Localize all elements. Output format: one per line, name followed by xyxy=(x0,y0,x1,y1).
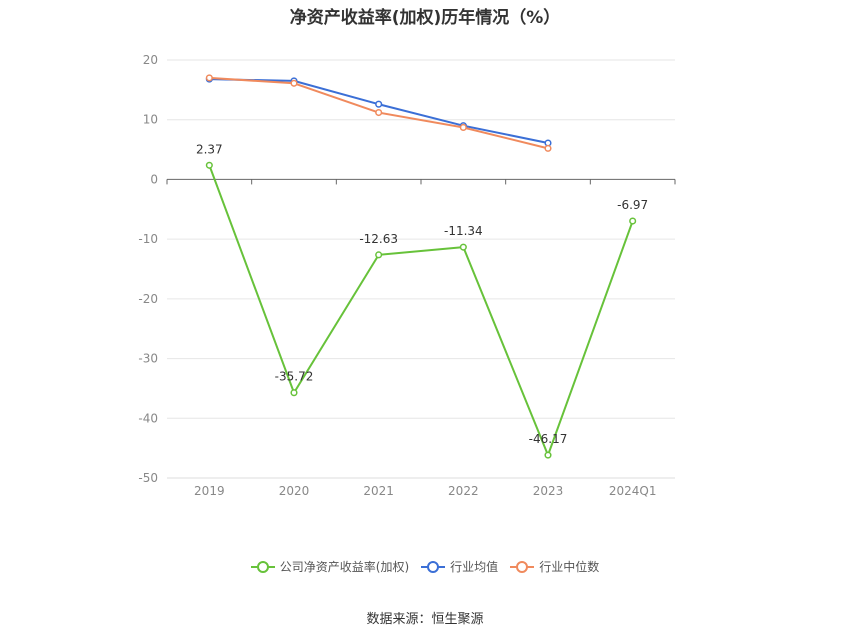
data-point xyxy=(459,123,467,132)
y-tick-label: 10 xyxy=(143,113,158,127)
y-tick-label: 0 xyxy=(150,172,158,186)
y-tick-label: -20 xyxy=(138,292,158,306)
series-line xyxy=(208,164,634,457)
y-tick-label: -40 xyxy=(138,411,158,425)
legend-marker-icon xyxy=(250,560,275,573)
x-tick-label: 2024Q1 xyxy=(609,484,657,498)
x-tick-label: 2019 xyxy=(194,484,225,498)
data-label: -12.63 xyxy=(359,232,398,246)
data-point xyxy=(290,389,298,397)
data-label: -11.34 xyxy=(444,224,483,238)
y-tick-label: -30 xyxy=(138,352,158,366)
x-tick-label: 2022 xyxy=(448,484,479,498)
legend-label: 行业中位数 xyxy=(539,560,600,574)
legend-label: 公司净资产收益率(加权) xyxy=(279,560,410,574)
data-label: -6.97 xyxy=(617,198,648,212)
legend-item[interactable]: 行业中位数 xyxy=(510,558,599,575)
x-tick-label: 2020 xyxy=(279,484,310,498)
y-tick-label: 20 xyxy=(143,53,158,67)
y-tick-label: -50 xyxy=(138,471,158,485)
y-tick-label: -10 xyxy=(138,232,158,246)
legend-label: 行业均值 xyxy=(450,560,499,574)
legend-item[interactable]: 公司净资产收益率(加权) xyxy=(250,558,410,575)
data-point xyxy=(375,100,383,108)
data-point xyxy=(544,451,552,459)
data-label: -35.72 xyxy=(275,370,314,384)
legend-marker-icon xyxy=(510,560,535,573)
data-point xyxy=(290,79,298,87)
data-point xyxy=(629,217,637,225)
data-point xyxy=(375,108,383,117)
legend: 公司净资产收益率(加权) 行业均值 行业中位数 xyxy=(0,558,850,576)
data-point xyxy=(459,243,467,251)
data-point xyxy=(205,74,213,82)
data-label: 2.37 xyxy=(196,142,223,156)
data-point xyxy=(375,251,383,259)
legend-item[interactable]: 行业均值 xyxy=(421,558,498,575)
x-tick-label: 2021 xyxy=(363,484,394,498)
chart-title: 净资产收益率(加权)历年情况（%） xyxy=(289,8,561,28)
data-point xyxy=(544,144,552,152)
data-label: -46.17 xyxy=(529,432,568,446)
x-tick-label: 2023 xyxy=(533,484,564,498)
data-point xyxy=(205,161,213,169)
legend-marker-icon xyxy=(421,560,446,573)
source-note: 数据来源：恒生聚源 xyxy=(366,612,484,627)
